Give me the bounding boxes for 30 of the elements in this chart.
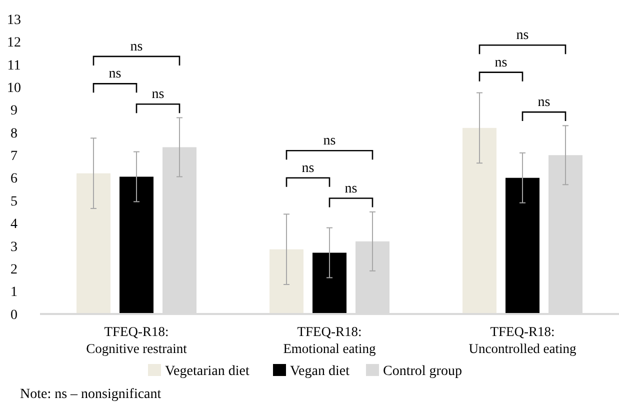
y-tick-label: 2: [10, 262, 18, 278]
legend-label: Vegan diet: [290, 364, 350, 379]
annotation: ns: [108, 66, 122, 82]
y-tick-label: 7: [10, 149, 18, 164]
annotation: ns: [344, 181, 358, 196]
y-tick-label: 12: [7, 36, 21, 51]
annotation: ns: [494, 55, 508, 70]
legend-label: Control group: [383, 364, 462, 379]
annotation: ns: [323, 134, 336, 149]
y-tick-label: 3: [10, 240, 18, 255]
annotation: ns: [152, 87, 164, 102]
x-tick-label: TFEQ-R18: Emotional eating: [283, 324, 376, 356]
y-tick-label: 1: [10, 285, 18, 300]
text: Note: ns – nonsignificant: [20, 387, 162, 402]
y-tick-label: 6: [10, 172, 18, 187]
x-tick-label: TFEQ-R18: Uncontrolled eating: [468, 324, 577, 356]
y-tick-label: 0: [10, 308, 18, 323]
y-tick-label: 4: [10, 217, 18, 232]
annotation: ns: [130, 39, 143, 54]
legend-label: Vegetarian diet: [165, 364, 250, 379]
annotation: ns: [302, 160, 314, 176]
y-tick-label: 8: [10, 126, 18, 142]
y-tick-label: 10: [7, 80, 21, 96]
y-tick-label: 13: [7, 12, 21, 28]
annotation: ns: [538, 95, 550, 110]
x-tick-label: TFEQ-R18: Cognitive restraint: [86, 324, 188, 356]
y-tick-label: 5: [10, 194, 18, 210]
y-tick-label: 11: [7, 58, 21, 74]
y-tick-label: 9: [10, 104, 18, 119]
annotation: ns: [516, 28, 529, 44]
